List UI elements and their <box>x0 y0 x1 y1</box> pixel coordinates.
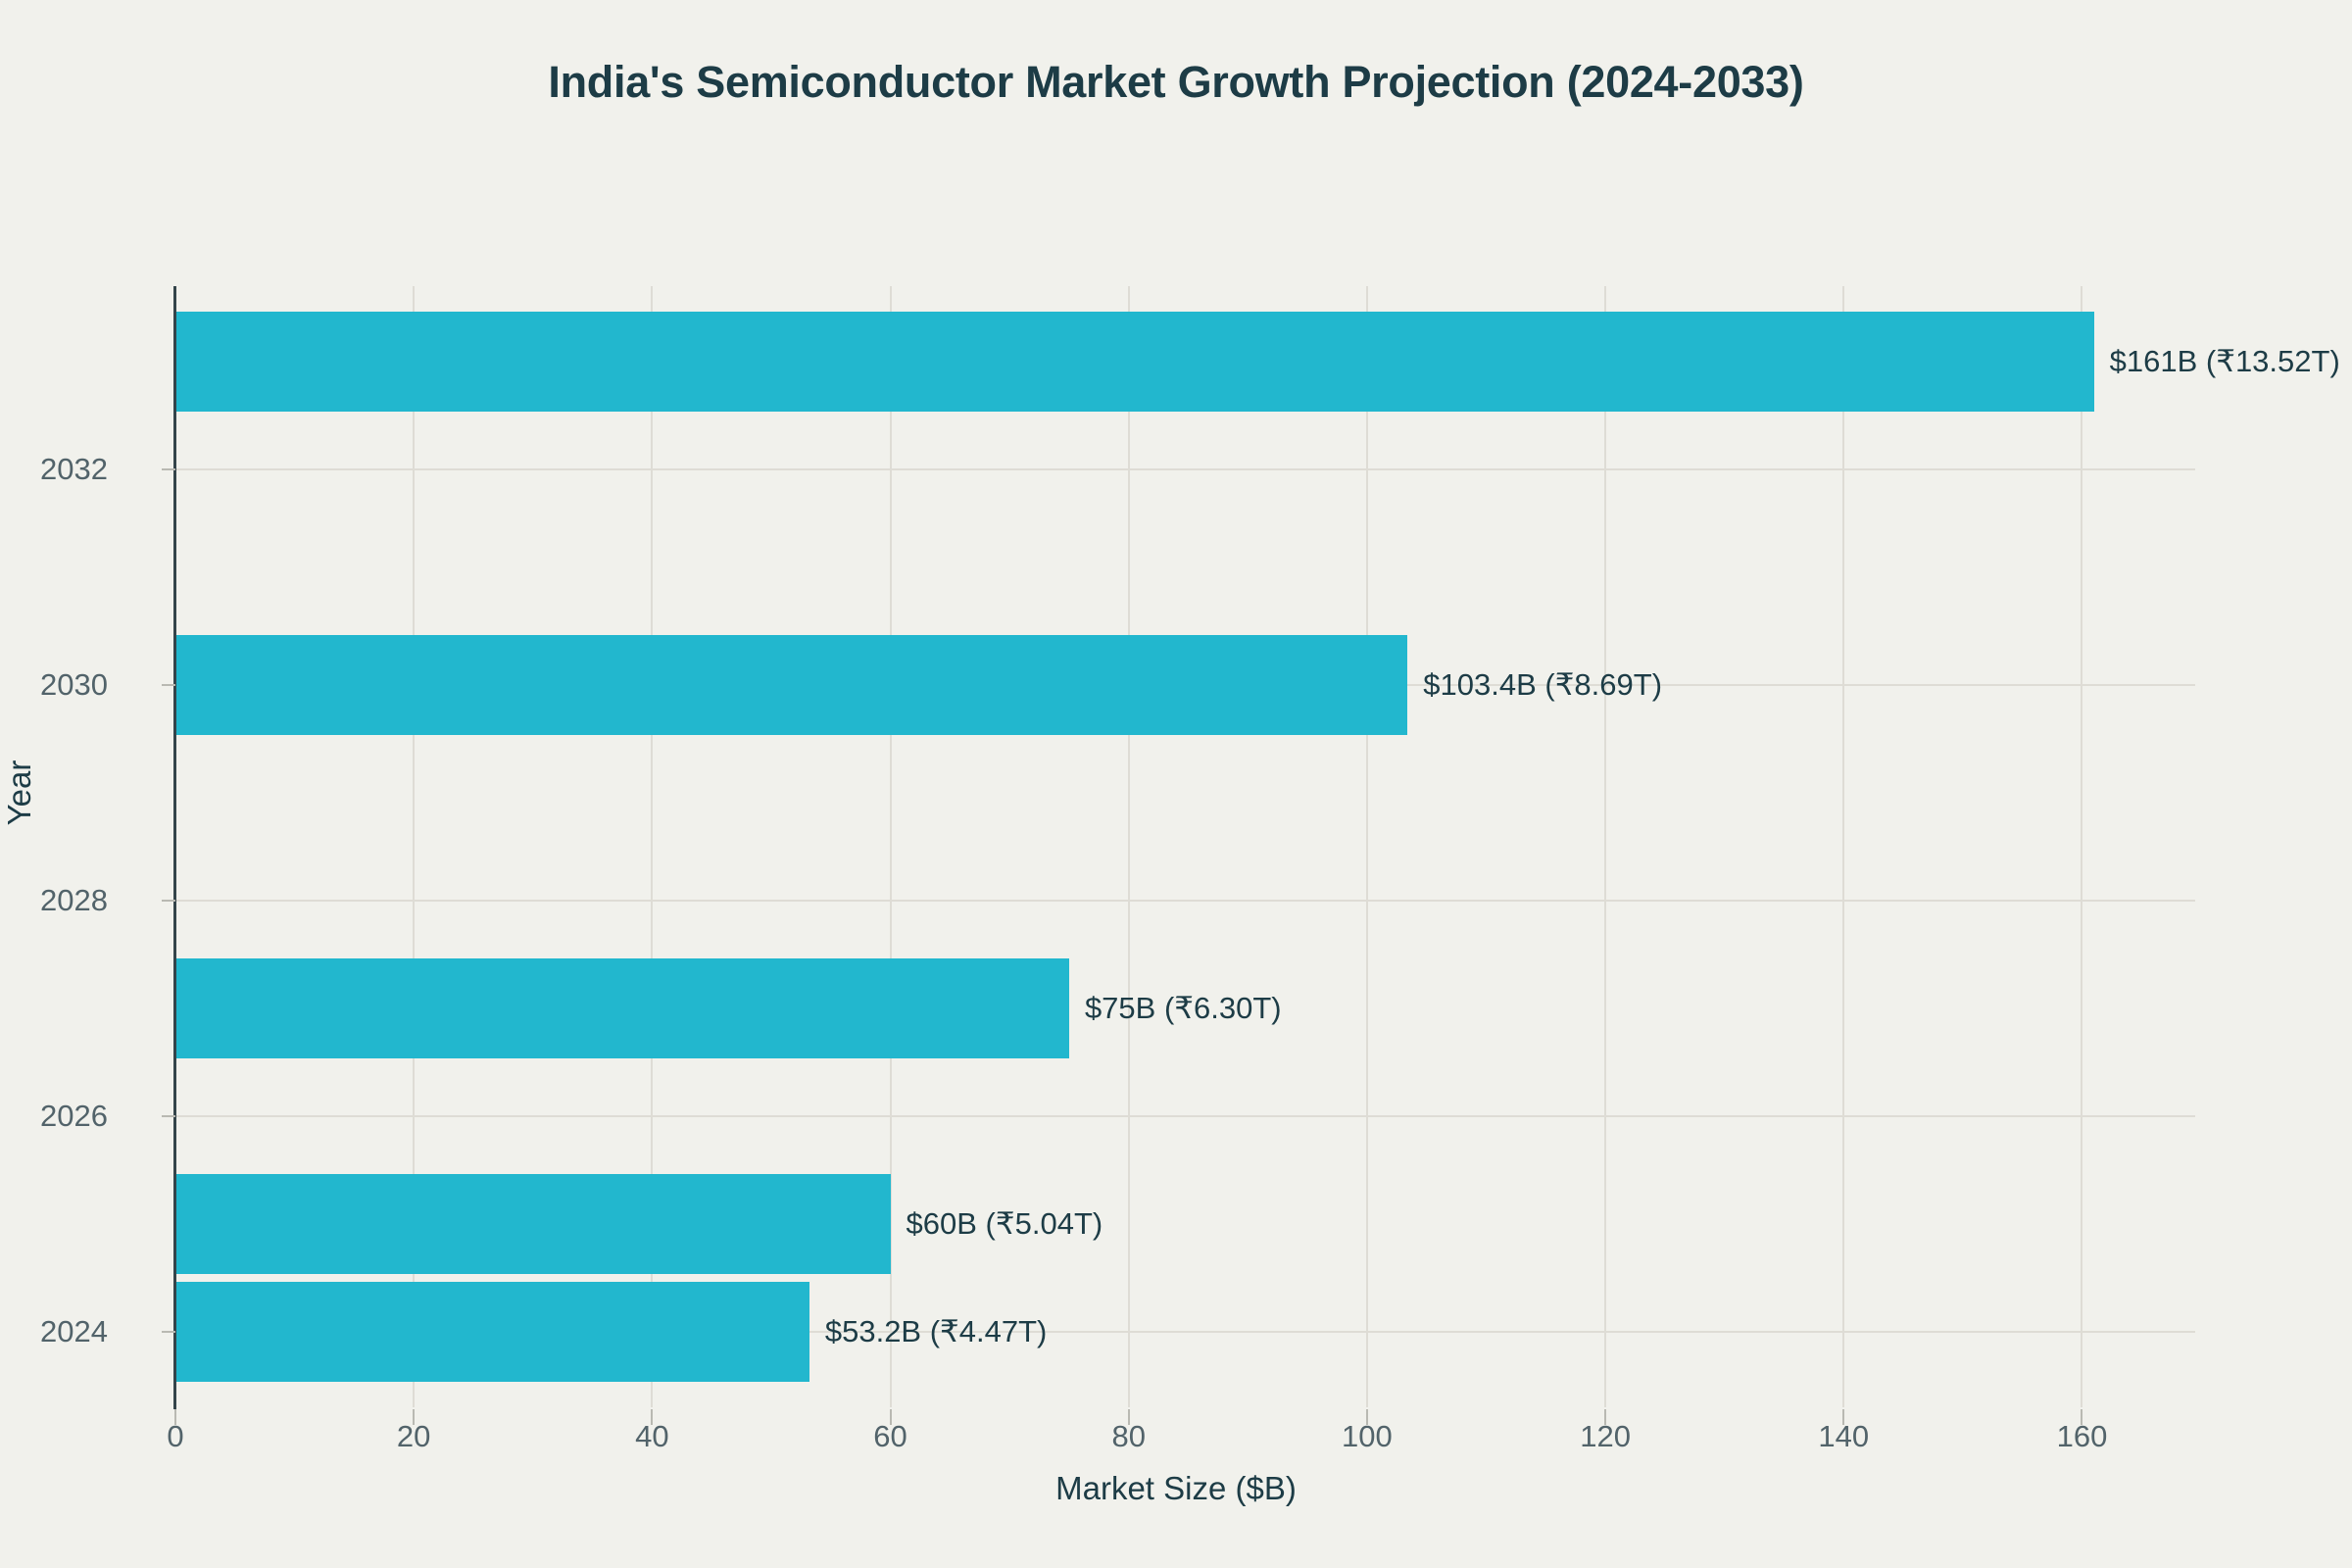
x-tick-label: 60 <box>873 1419 907 1453</box>
y-tick-mark <box>162 1115 175 1117</box>
y-tick-mark <box>162 900 175 902</box>
x-tick-label: 120 <box>1580 1419 1631 1453</box>
bar-value-label: $161B (₹13.52T) <box>2109 344 2340 378</box>
chart-title: India's Semiconductor Market Growth Proj… <box>548 57 1804 107</box>
gridline-vertical <box>1842 286 1845 1407</box>
x-tick-mark <box>889 1409 892 1425</box>
x-tick-mark <box>651 1409 654 1425</box>
y-tick-mark <box>162 684 175 686</box>
bar-value-label: $75B (₹6.30T) <box>1084 991 1282 1025</box>
x-tick-mark <box>1127 1409 1130 1425</box>
x-tick-label: 140 <box>1818 1419 1870 1453</box>
bar-value-label: $60B (₹5.04T) <box>906 1206 1103 1241</box>
gridline-vertical <box>889 286 892 1407</box>
gridline-horizontal <box>175 1331 2195 1333</box>
gridline-vertical <box>1365 286 1368 1407</box>
x-tick-label: 100 <box>1342 1419 1393 1453</box>
y-tick-mark <box>162 468 175 470</box>
x-tick-mark <box>2081 1409 2083 1425</box>
y-tick-label: 2032 <box>40 452 108 486</box>
bar[interactable] <box>175 958 1069 1058</box>
x-tick-mark <box>413 1409 416 1425</box>
x-tick-mark <box>174 1409 176 1425</box>
x-tick-label: 160 <box>2056 1419 2108 1453</box>
bar[interactable] <box>175 635 1408 735</box>
y-axis-line <box>173 286 176 1409</box>
plot-area <box>175 286 2195 1407</box>
gridline-vertical <box>651 286 654 1407</box>
y-tick-label: 2026 <box>40 1099 108 1133</box>
x-tick-label: 20 <box>396 1419 431 1453</box>
x-tick-label: 80 <box>1111 1419 1146 1453</box>
x-tick-label: 0 <box>167 1419 184 1453</box>
x-tick-mark <box>1842 1409 1845 1425</box>
gridline-vertical <box>1127 286 1130 1407</box>
x-axis-title: Market Size ($B) <box>1055 1470 1297 1506</box>
y-tick-label: 2024 <box>40 1314 108 1348</box>
y-tick-mark <box>162 1331 175 1333</box>
gridline-vertical <box>413 286 416 1407</box>
bar-value-label: $53.2B (₹4.47T) <box>824 1314 1048 1348</box>
gridline-vertical <box>2081 286 2083 1407</box>
bar[interactable] <box>175 1282 809 1382</box>
y-tick-label: 2030 <box>40 667 108 702</box>
gridline-horizontal <box>175 468 2195 470</box>
bar[interactable] <box>175 1174 891 1274</box>
bar[interactable] <box>175 312 2094 412</box>
x-tick-label: 40 <box>635 1419 669 1453</box>
x-tick-mark <box>1604 1409 1607 1425</box>
gridline-vertical <box>1604 286 1607 1407</box>
y-axis-title: Year <box>1 760 37 826</box>
gridline-horizontal <box>175 900 2195 902</box>
y-tick-label: 2028 <box>40 883 108 917</box>
x-tick-mark <box>1365 1409 1368 1425</box>
bar-value-label: $103.4B (₹8.69T) <box>1423 667 1663 702</box>
gridline-horizontal <box>175 1115 2195 1117</box>
